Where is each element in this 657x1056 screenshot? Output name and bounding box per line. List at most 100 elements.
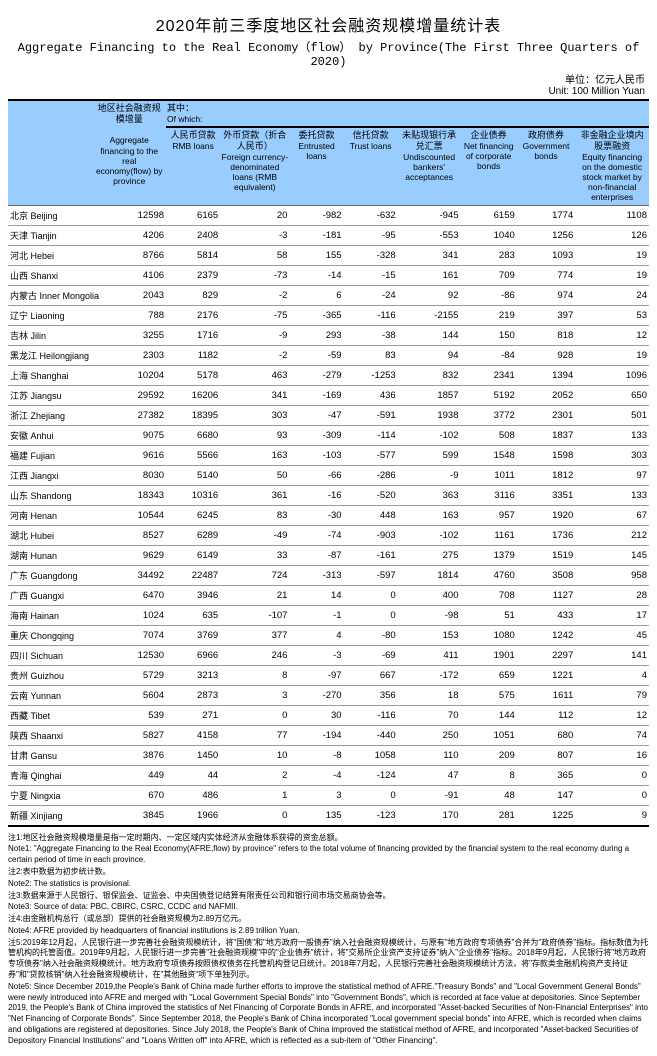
table-row: 安徽 Anhui9075668093-309-114-1025081837133 [8,425,649,445]
value-cell: 1096 [575,365,649,385]
value-cell: 110 [398,745,461,765]
value-cell: 77 [220,725,289,745]
value-cell: 433 [517,605,575,625]
value-cell: 12 [575,705,649,725]
value-cell: 50 [220,465,289,485]
value-cell: -97 [289,665,343,685]
note-line: Note4: AFRE provided by headquarters of … [8,926,649,937]
value-cell: 0 [575,765,649,785]
table-row: 陕西 Shaanxi5827415877-194-440250105168074 [8,725,649,745]
province-cell: 重庆 Chongqing [8,625,92,645]
value-cell: 6966 [166,645,220,665]
value-cell: -102 [398,425,461,445]
value-cell: -114 [344,425,398,445]
value-cell: -30 [289,505,343,525]
value-cell: 8 [460,765,516,785]
value-cell: 67 [575,505,649,525]
value-cell: 6165 [166,205,220,225]
value-cell: 0 [220,805,289,826]
value-cell: 5192 [460,385,516,405]
value-cell: 3255 [92,325,166,345]
province-cell: 福建 Fujian [8,445,92,465]
value-cell: 0 [344,585,398,605]
value-cell: -9 [398,465,461,485]
table-row: 西藏 Tibet539271030-1167014411212 [8,705,649,725]
value-cell: 1051 [460,725,516,745]
value-cell: -2 [220,345,289,365]
value-cell: -520 [344,485,398,505]
value-cell: 957 [460,505,516,525]
value-cell: 4106 [92,265,166,285]
value-cell: 0 [344,605,398,625]
value-cell: -49 [220,525,289,545]
value-cell: 1040 [460,225,516,245]
value-cell: -169 [289,385,343,405]
value-cell: 19 [575,265,649,285]
th-govbond: 政府债券Government bonds [517,127,575,205]
value-cell: 97 [575,465,649,485]
value-cell: 1938 [398,405,461,425]
value-cell: -69 [344,645,398,665]
table-row: 重庆 Chongqing707437693774-801531080124245 [8,625,649,645]
value-cell: -172 [398,665,461,685]
value-cell: -161 [344,545,398,565]
value-cell: 449 [92,765,166,785]
value-cell: 2176 [166,305,220,325]
value-cell: 341 [398,245,461,265]
value-cell: 48 [460,785,516,805]
province-cell: 江西 Jiangxi [8,465,92,485]
value-cell: 3 [289,785,343,805]
value-cell: 6159 [460,205,516,225]
th-equity-en: Equity financing on the domestic stock m… [576,152,648,203]
note-line: 注2:表中数据为初步统计数。 [8,867,649,878]
value-cell: 4206 [92,225,166,245]
value-cell: -107 [220,605,289,625]
note-line: Note5: Since December 2019,the People's … [8,982,649,1047]
notes-section: 注1:地区社会融资规模增量是指一定时期内、一定区域内实体经济从金融体系获得的资金… [8,833,649,1047]
value-cell: 30 [289,705,343,725]
value-cell: 486 [166,785,220,805]
value-cell: -4 [289,765,343,785]
value-cell: 51 [460,605,516,625]
province-cell: 河南 Henan [8,505,92,525]
province-cell: 浙江 Zhejiang [8,405,92,425]
value-cell: 6 [289,285,343,305]
value-cell: 1837 [517,425,575,445]
title-en: Aggregate Financing to the Real Economy（… [8,38,649,69]
value-cell: 10316 [166,485,220,505]
value-cell: 153 [398,625,461,645]
value-cell: -577 [344,445,398,465]
table-row: 江苏 Jiangsu2959216206341-1694361857519220… [8,385,649,405]
value-cell: 2043 [92,285,166,305]
value-cell: 1450 [166,745,220,765]
value-cell: 27382 [92,405,166,425]
value-cell: 74 [575,725,649,745]
province-cell: 甘肃 Gansu [8,745,92,765]
note-line: 注5:2019年12月起，人民银行进一步完善社会融资规模统计，将"国债"和"地方… [8,938,649,981]
value-cell: 1080 [460,625,516,645]
value-cell: 0 [575,785,649,805]
th-ofwhich: 其中： Of which: [166,100,649,127]
th-aggregate-cn: 地区社会融资规模增量 [93,103,165,125]
th-trust: 信托贷款Trust loans [344,127,398,205]
value-cell: 6680 [166,425,220,445]
value-cell: 928 [517,345,575,365]
value-cell: 33 [220,545,289,565]
value-cell: 659 [460,665,516,685]
value-cell: -309 [289,425,343,445]
value-cell: 377 [220,625,289,645]
table-row: 吉林 Jilin32551716-9293-3814415081812 [8,325,649,345]
value-cell: 144 [460,705,516,725]
province-cell: 新疆 Xinjiang [8,805,92,826]
value-cell: 133 [575,425,649,445]
value-cell: 21 [220,585,289,605]
value-cell: 126 [575,225,649,245]
value-cell: -553 [398,225,461,245]
value-cell: 16206 [166,385,220,405]
value-cell: -116 [344,705,398,725]
value-cell: 161 [398,265,461,285]
value-cell: 6289 [166,525,220,545]
value-cell: 4 [289,625,343,645]
th-ofwhich-cn: 其中： [167,103,648,114]
value-cell: 24 [575,285,649,305]
